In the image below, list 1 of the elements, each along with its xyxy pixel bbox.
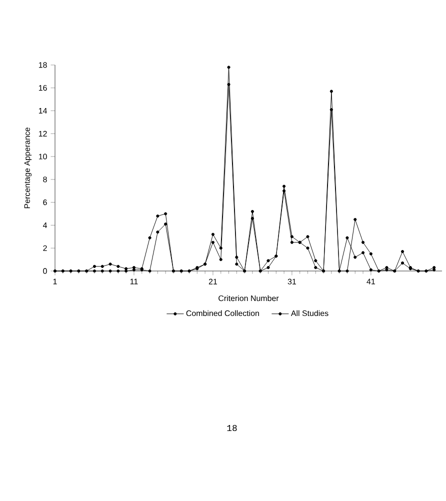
- text: 18: [227, 424, 237, 432]
